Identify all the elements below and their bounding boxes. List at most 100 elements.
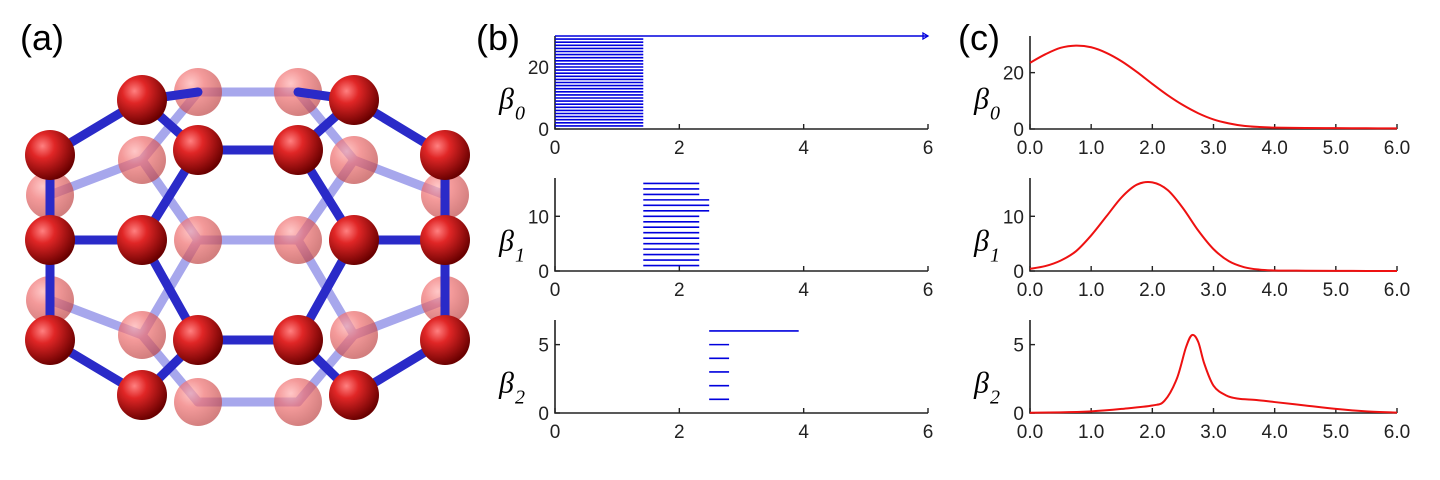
y-axis-label-subscript: 0 xyxy=(990,103,1000,125)
atom-front xyxy=(173,315,223,365)
y-tick-label: 10 xyxy=(1003,207,1024,228)
atom-front xyxy=(420,130,470,180)
series-line xyxy=(1029,333,1398,414)
atom-front xyxy=(420,315,470,365)
atom-back xyxy=(330,136,378,184)
x-tick-label: 2 xyxy=(674,138,685,159)
y-tick-label: 5 xyxy=(538,336,549,357)
infinite-arrow xyxy=(922,31,930,41)
y-tick-label: 5 xyxy=(1013,336,1024,357)
y-tick-label: 0 xyxy=(538,262,549,283)
x-tick-label: 1.0 xyxy=(1078,138,1104,159)
x-tick-label: 5.0 xyxy=(1323,138,1349,159)
x-tick-label: 1.0 xyxy=(1078,280,1104,301)
atom-front xyxy=(273,125,323,175)
atom-front xyxy=(117,215,167,265)
x-tick-label: 3.0 xyxy=(1200,138,1226,159)
chart-c-beta1: 0.0 1.0 2.0 3.0 4.0 5.0 6.0 0 10 β 1 xyxy=(973,178,1410,301)
panel-label-a: (a) xyxy=(20,17,64,58)
x-tick-label: 2.0 xyxy=(1139,138,1165,159)
atom-front xyxy=(273,315,323,365)
x-tick-label: 4.0 xyxy=(1261,280,1287,301)
atom-back xyxy=(174,216,222,264)
x-tick-label: 2 xyxy=(674,422,685,443)
x-tick-label: 0.0 xyxy=(1017,138,1043,159)
axis-lines xyxy=(1029,320,1397,414)
y-axis-label-subscript: 2 xyxy=(990,387,1000,409)
x-tick-label: 4.0 xyxy=(1261,138,1287,159)
x-tick-label: 5.0 xyxy=(1323,422,1349,443)
axis-lines xyxy=(554,178,928,272)
chart-b-beta1: 0 2 4 6 0 10 β 1 xyxy=(498,178,933,301)
atom-front xyxy=(329,75,379,125)
y-tick-label: 0 xyxy=(1013,262,1024,283)
x-tick-label: 4 xyxy=(798,280,809,301)
x-tick-label: 6 xyxy=(923,422,934,443)
x-tick-label: 2.0 xyxy=(1139,280,1165,301)
x-tick-label: 6.0 xyxy=(1384,422,1410,443)
atom-front xyxy=(173,125,223,175)
atom-front xyxy=(25,315,75,365)
x-tick-label: 3.0 xyxy=(1200,422,1226,443)
x-tick-label: 0.0 xyxy=(1017,280,1043,301)
x-tick-label: 6.0 xyxy=(1384,138,1410,159)
x-tick-label: 2.0 xyxy=(1139,422,1165,443)
back-bonds xyxy=(45,87,450,407)
atom-back xyxy=(118,311,166,359)
panel-label-b: (b) xyxy=(476,17,520,58)
atom-back xyxy=(274,378,322,426)
atom-front xyxy=(25,215,75,265)
y-axis-label: β xyxy=(973,225,989,258)
axis-lines xyxy=(1029,36,1397,130)
y-tick-label: 0 xyxy=(1013,120,1024,141)
x-tick-label: 4.0 xyxy=(1261,422,1287,443)
series-line xyxy=(1029,180,1398,272)
y-tick-label: 0 xyxy=(1013,404,1024,425)
x-tick-label: 6.0 xyxy=(1384,280,1410,301)
x-tick-label: 4 xyxy=(798,138,809,159)
x-tick-label: 6 xyxy=(923,280,934,301)
atom-front xyxy=(117,370,167,420)
y-axis-label-subscript: 1 xyxy=(515,245,525,267)
atom-front xyxy=(420,215,470,265)
atom-front xyxy=(329,215,379,265)
atom-front xyxy=(25,130,75,180)
x-tick-label: 4 xyxy=(798,422,809,443)
x-tick-label: 1.0 xyxy=(1078,422,1104,443)
atom-back xyxy=(174,378,222,426)
y-axis-label: β xyxy=(498,225,514,258)
y-tick-label: 10 xyxy=(528,207,549,228)
y-tick-label: 0 xyxy=(538,404,549,425)
x-tick-label: 6 xyxy=(923,138,934,159)
molecule-illustration xyxy=(25,68,470,426)
x-tick-label: 0 xyxy=(550,280,561,301)
y-axis-label-subscript: 2 xyxy=(515,387,525,409)
series-line xyxy=(1029,44,1398,130)
y-axis-label-subscript: 1 xyxy=(990,245,1000,267)
axis-lines xyxy=(554,320,928,414)
atom-back xyxy=(330,311,378,359)
x-tick-label: 0.0 xyxy=(1017,422,1043,443)
back-atoms xyxy=(26,68,469,426)
atom-back xyxy=(118,136,166,184)
chart-c-beta2: 0.0 1.0 2.0 3.0 4.0 5.0 6.0 0 5 β 2 xyxy=(973,320,1410,443)
y-axis-label: β xyxy=(973,367,989,400)
x-tick-label: 0 xyxy=(550,422,561,443)
x-tick-label: 2 xyxy=(674,280,685,301)
x-tick-label: 0 xyxy=(550,138,561,159)
front-atoms xyxy=(25,75,470,420)
y-axis-label: β xyxy=(498,83,514,116)
x-tick-label: 5.0 xyxy=(1323,280,1349,301)
panel-label-c: (c) xyxy=(958,17,1000,58)
y-axis-label: β xyxy=(973,83,989,116)
axis-lines xyxy=(1029,178,1397,272)
atom-front xyxy=(329,370,379,420)
y-axis-label: β xyxy=(498,367,514,400)
y-tick-label: 20 xyxy=(1003,64,1024,85)
atom-front xyxy=(117,75,167,125)
